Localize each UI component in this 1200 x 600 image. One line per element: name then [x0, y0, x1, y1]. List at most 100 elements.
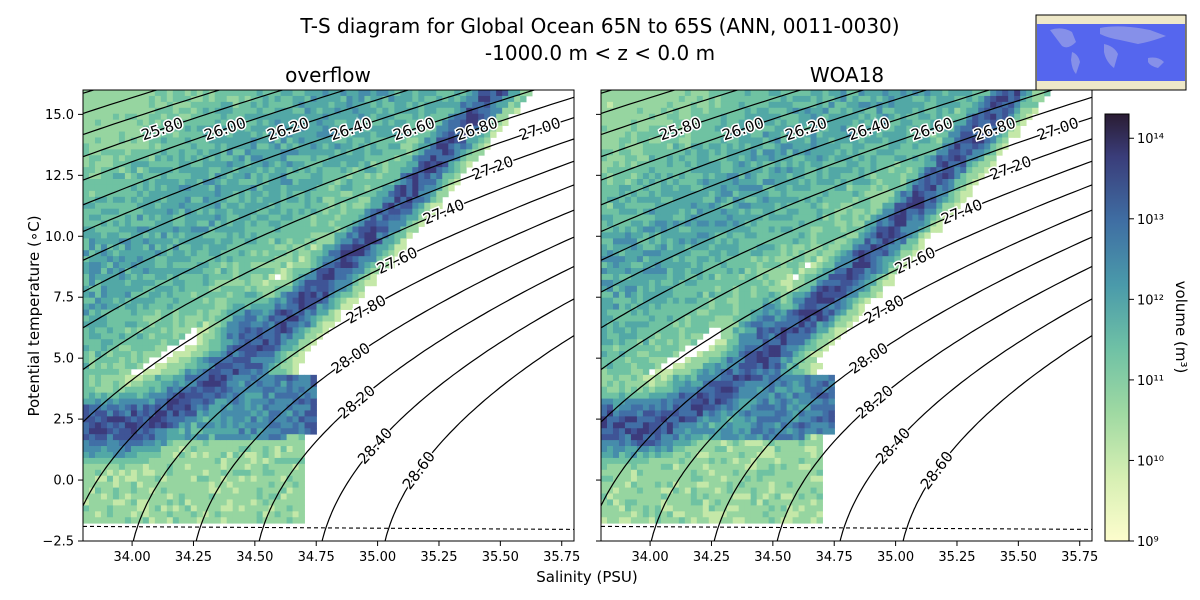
heat-cell [292, 131, 299, 138]
heat-cell [106, 238, 114, 245]
heat-cell [106, 303, 114, 310]
heat-cell [418, 184, 425, 192]
heat-cell [648, 493, 656, 500]
heat-cell [648, 333, 656, 340]
heat-cell [394, 226, 401, 233]
heat-cell [202, 173, 210, 180]
heat-cell [88, 422, 96, 429]
heat-cell [274, 184, 281, 192]
heat-cell [124, 250, 132, 257]
heat-cell [618, 422, 626, 429]
heat-cell [352, 125, 359, 132]
heat-cell [328, 220, 335, 227]
heat-cell [184, 196, 192, 204]
heat-cell [684, 226, 692, 233]
heat-cell [322, 315, 329, 322]
heat-cell [358, 279, 365, 287]
heat-cell [262, 428, 270, 435]
heat-cell [238, 226, 246, 233]
heat-cell [142, 505, 150, 512]
heat-cell [708, 262, 716, 269]
heat-cell [136, 101, 144, 109]
heat-cell [636, 434, 644, 441]
heat-cell [678, 416, 686, 423]
heat-cell [226, 208, 234, 216]
heat-cell [106, 268, 114, 275]
heat-cell [696, 244, 704, 251]
heat-cell [364, 279, 371, 287]
heat-cell [394, 167, 401, 174]
heat-cell [83, 262, 90, 269]
heat-cell [606, 113, 614, 121]
heat-cell [274, 392, 281, 399]
heat-cell [612, 220, 620, 227]
heat-cell [160, 410, 168, 417]
heat-cell [196, 434, 204, 441]
heat-cell [232, 422, 240, 429]
heat-cell [154, 345, 162, 352]
heat-cell [274, 173, 281, 180]
heat-cell [160, 137, 168, 144]
heat-cell [268, 487, 276, 494]
heat-cell [256, 279, 264, 287]
heat-cell [208, 517, 216, 524]
heat-cell [316, 149, 323, 156]
heat-cell [352, 143, 359, 150]
heat-cell [618, 499, 626, 506]
heat-cell [202, 137, 210, 144]
heat-cell [606, 457, 614, 465]
heat-cell [202, 250, 210, 257]
heat-cell [274, 493, 281, 500]
heat-cell [424, 149, 431, 156]
heat-cell [148, 463, 156, 471]
heat-cell [672, 386, 680, 394]
heat-cell [88, 380, 96, 388]
heat-cell [172, 499, 180, 506]
heat-cell [612, 244, 620, 251]
heat-cell [88, 309, 96, 316]
heat-cell [268, 232, 276, 239]
heat-cell [238, 440, 246, 447]
heat-cell [624, 149, 632, 156]
heat-cell [678, 226, 686, 233]
heat-cell [684, 149, 692, 156]
heat-cell [142, 333, 150, 340]
heat-cell [618, 184, 626, 192]
heat-cell [190, 493, 198, 500]
heat-cell [702, 232, 710, 239]
heat-cell [618, 440, 626, 447]
heat-cell [94, 463, 102, 471]
heat-cell [642, 190, 650, 198]
heat-cell [328, 279, 335, 287]
heat-cell [148, 505, 156, 512]
heat-cell [244, 416, 252, 423]
heat-cell [142, 457, 150, 465]
heat-cell [460, 125, 467, 132]
heat-cell [394, 161, 401, 168]
heat-cell [298, 196, 305, 204]
heat-cell [262, 357, 270, 364]
heat-cell [190, 368, 198, 376]
heat-cell [83, 339, 90, 346]
heat-cell [618, 101, 626, 109]
heat-cell [83, 398, 90, 405]
heat-cell [618, 493, 626, 500]
heat-cell [292, 113, 299, 121]
heat-cell [654, 404, 662, 411]
heat-cell [172, 202, 180, 210]
heat-cell [388, 214, 395, 221]
heat-cell [286, 167, 293, 174]
heat-cell [654, 232, 662, 239]
heat-cell [612, 487, 620, 494]
heat-cell [250, 404, 258, 411]
heat-cell [274, 262, 281, 269]
heat-cell [226, 511, 234, 518]
heat-cell [220, 362, 228, 370]
heat-cell [418, 107, 425, 115]
heat-cell [382, 90, 389, 97]
heat-cell [100, 333, 108, 340]
heat-cell [478, 125, 485, 132]
heat-cell [208, 321, 216, 328]
heat-cell [340, 131, 347, 138]
heat-cell [352, 179, 359, 186]
